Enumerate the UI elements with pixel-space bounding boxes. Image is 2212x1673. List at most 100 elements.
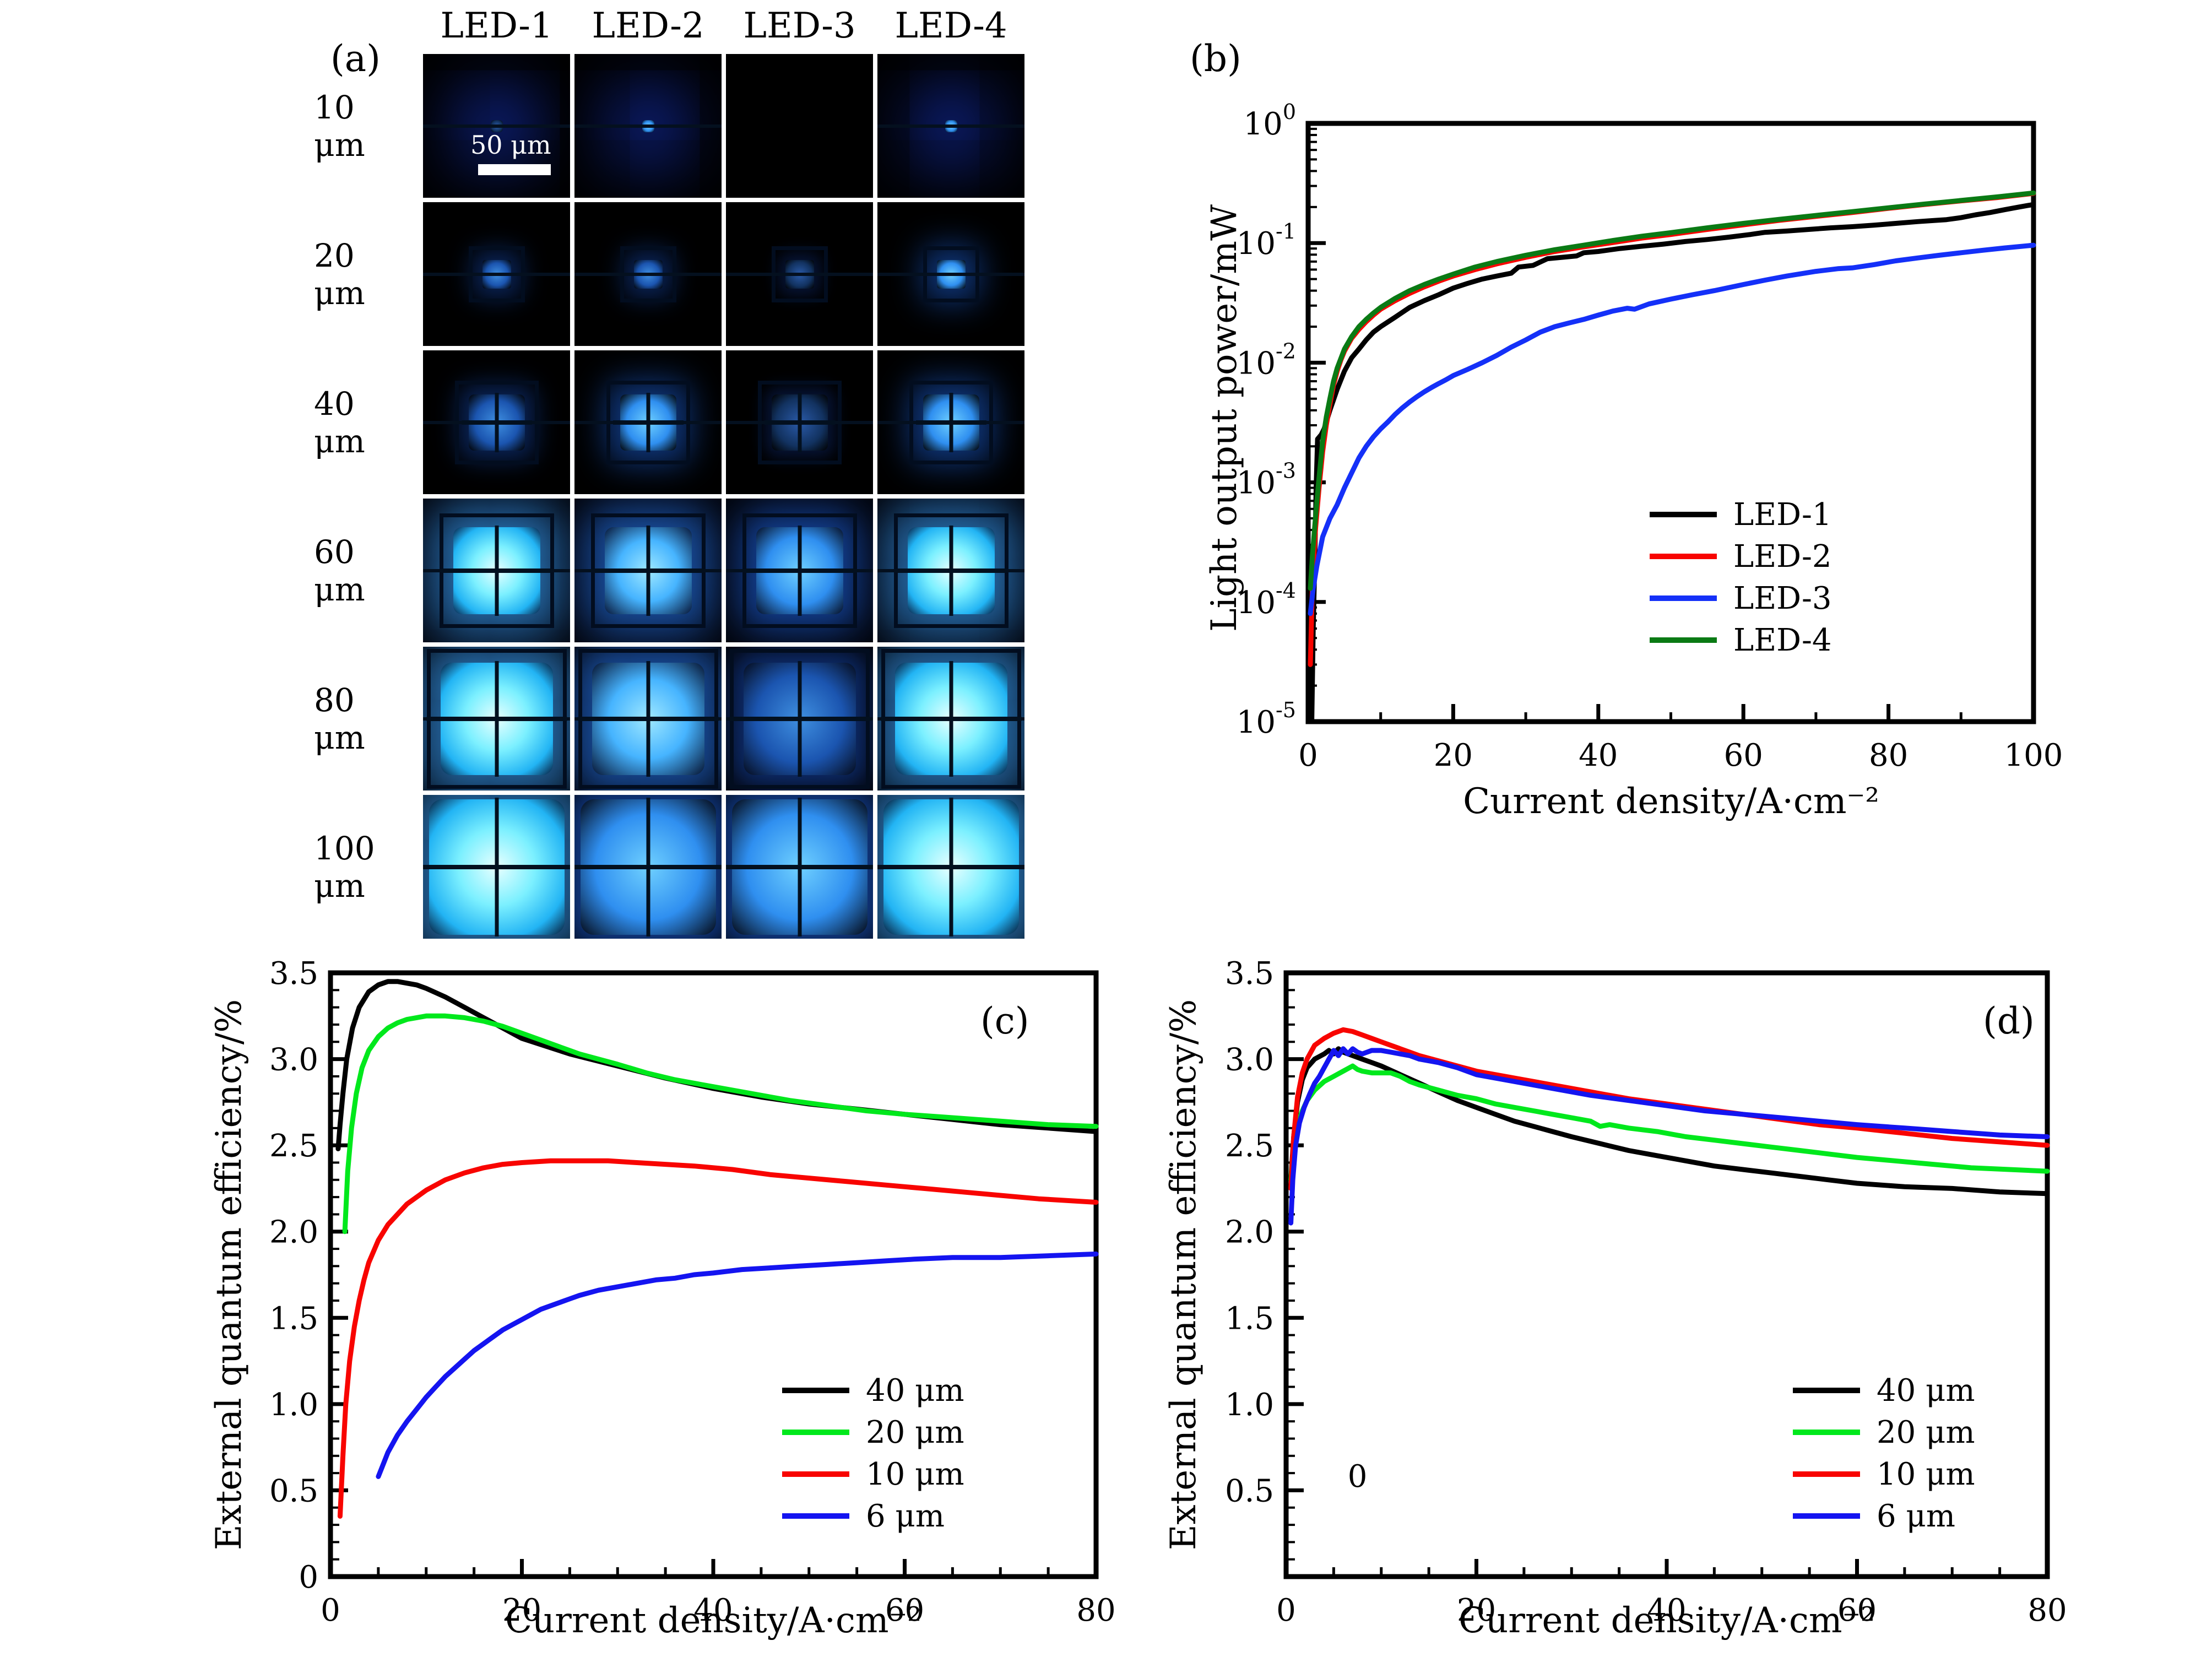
micrograph-cell	[726, 795, 873, 939]
micrograph-cell	[423, 350, 570, 494]
micrograph-cell	[726, 54, 873, 198]
micrograph-cell	[726, 647, 873, 791]
panel-a-label: (a)	[330, 37, 381, 80]
micrograph-row-label: 80 μm	[314, 681, 365, 756]
x-tick-label: 80	[2027, 1593, 2067, 1628]
micrograph-cell	[877, 54, 1024, 198]
x-tick-label: 40	[1579, 738, 1618, 773]
electrode-cross-horizontal	[426, 716, 567, 721]
micrograph-row-label: 40 μm	[314, 385, 365, 460]
x-tick-label: 60	[1724, 738, 1763, 773]
micrograph-cell	[877, 795, 1024, 939]
y-tick-label: 10-4	[1237, 578, 1296, 621]
micrograph-cell	[423, 499, 570, 642]
y-tick-label: 1.5	[1225, 1301, 1274, 1336]
legend-label: 6 μm	[866, 1498, 945, 1534]
x-tick-label: 0	[1276, 1593, 1296, 1628]
legend-line-swatch	[782, 1513, 849, 1519]
micrograph-cell	[574, 350, 722, 494]
legend-line-swatch	[1793, 1471, 1860, 1477]
micrograph-cell	[574, 499, 722, 642]
series-20 μm	[1288, 1063, 2050, 1183]
series-LED-3	[1308, 242, 2036, 616]
y-tick-label: 3.5	[1225, 956, 1274, 992]
probe-line	[726, 272, 873, 276]
legend-line-swatch	[1793, 1513, 1860, 1519]
series-40 μm	[1288, 1046, 2050, 1196]
electrode-cross-horizontal	[612, 420, 684, 425]
electrode-cross-horizontal	[726, 864, 873, 869]
legend-label: LED-3	[1733, 580, 1832, 616]
micrograph-cell	[726, 499, 873, 642]
y-tick-label: 3.0	[269, 1042, 318, 1078]
legend-entry: 40 μm	[1793, 1372, 1975, 1409]
legend-entry: 6 μm	[1793, 1498, 1975, 1534]
light-output-power-chart: 0 20 40 60 80 100 10-5 10-4 10-3 10-2 10-1 100	[1237, 100, 2063, 773]
legend-line-swatch	[1793, 1430, 1860, 1435]
legend-line-swatch	[1793, 1388, 1860, 1393]
legend-entry: LED-1	[1650, 497, 1832, 533]
micrograph-column-header: LED-4	[894, 6, 1007, 46]
y-tick-label: 0	[299, 1560, 318, 1595]
series-10 μm	[337, 1158, 1099, 1519]
legend-line-swatch	[782, 1471, 849, 1477]
electrode-cross-horizontal	[423, 864, 570, 869]
micrograph-cell	[877, 647, 1024, 791]
panel-b-x-axis-title: Current density/A·cm⁻²	[1463, 781, 1879, 822]
legend-entry: 20 μm	[782, 1415, 964, 1450]
electrode-cross-horizontal	[442, 568, 551, 573]
panel-c-label: (c)	[980, 1000, 1029, 1042]
panel-d-legend: 40 μm 20 μm 10 μm 6 μm	[1793, 1372, 1975, 1534]
legend-entry: 20 μm	[1793, 1414, 1975, 1450]
legend-entry: 6 μm	[782, 1498, 964, 1534]
series-20 μm	[342, 1013, 1099, 1235]
panel-b-y-axis-title: Light output power/mW	[1204, 204, 1245, 632]
y-tick-label: 2.5	[269, 1128, 318, 1164]
legend-line-swatch	[1650, 595, 1717, 601]
micrograph-cell	[423, 202, 570, 346]
y-tick-label: 1.0	[1225, 1387, 1274, 1423]
legend-entry: 10 μm	[1793, 1457, 1975, 1492]
micrograph-row-label: 20 μm	[314, 236, 365, 312]
legend-entry: 10 μm	[782, 1457, 964, 1492]
y-tick-label: 2.5	[1225, 1128, 1274, 1164]
probe-line	[574, 124, 722, 128]
micrograph-cell	[574, 795, 722, 939]
panel-c-legend: 40 μm 20 μm 10 μm 6 μm	[782, 1373, 964, 1534]
micrograph-cell	[726, 202, 873, 346]
y-tick-label: 3.0	[1225, 1042, 1274, 1078]
legend-label: 20 μm	[1877, 1414, 1975, 1450]
probe-line	[574, 272, 722, 276]
legend-entry: LED-2	[1650, 539, 1832, 575]
y-tick-label: 10-5	[1237, 698, 1296, 740]
electrode-cross-horizontal	[877, 864, 1024, 869]
electrode-cross-horizontal	[461, 420, 532, 425]
x-tick-label: 40	[693, 1593, 733, 1628]
micrograph-cell	[877, 202, 1024, 346]
legend-entry: 40 μm	[782, 1373, 964, 1409]
legend-line-swatch	[1650, 637, 1717, 643]
micrograph-cell	[877, 350, 1024, 494]
panel-b-legend: LED-1 LED-2 LED-3 LED-4	[1650, 497, 1832, 658]
x-tick-label: 60	[885, 1593, 924, 1628]
legend-line-swatch	[782, 1430, 849, 1435]
series-40 μm	[335, 979, 1099, 1151]
electrode-cross-horizontal	[915, 420, 986, 425]
micrograph-cell: 50 μm	[423, 54, 570, 198]
panel-d-y-axis-title: External quantum efficiency/%	[1163, 999, 1204, 1551]
micrograph-cell	[574, 54, 722, 198]
legend-line-swatch	[1650, 512, 1717, 517]
y-tick-label: 10-2	[1237, 339, 1296, 381]
panel-b-label: (b)	[1190, 37, 1241, 80]
x-tick-label: 0	[1298, 738, 1318, 773]
legend-label: 40 μm	[1877, 1372, 1975, 1409]
x-tick-label: 20	[502, 1593, 541, 1628]
micrograph-cell	[423, 795, 570, 939]
scale-bar	[478, 164, 551, 175]
legend-entry: LED-4	[1650, 622, 1832, 658]
micrograph-column-header: LED-2	[592, 6, 704, 46]
probe-line	[423, 272, 570, 276]
probe-line	[423, 124, 570, 128]
x-tick-label: 20	[1434, 738, 1473, 773]
y-tick-label: 0.5	[1225, 1473, 1274, 1509]
